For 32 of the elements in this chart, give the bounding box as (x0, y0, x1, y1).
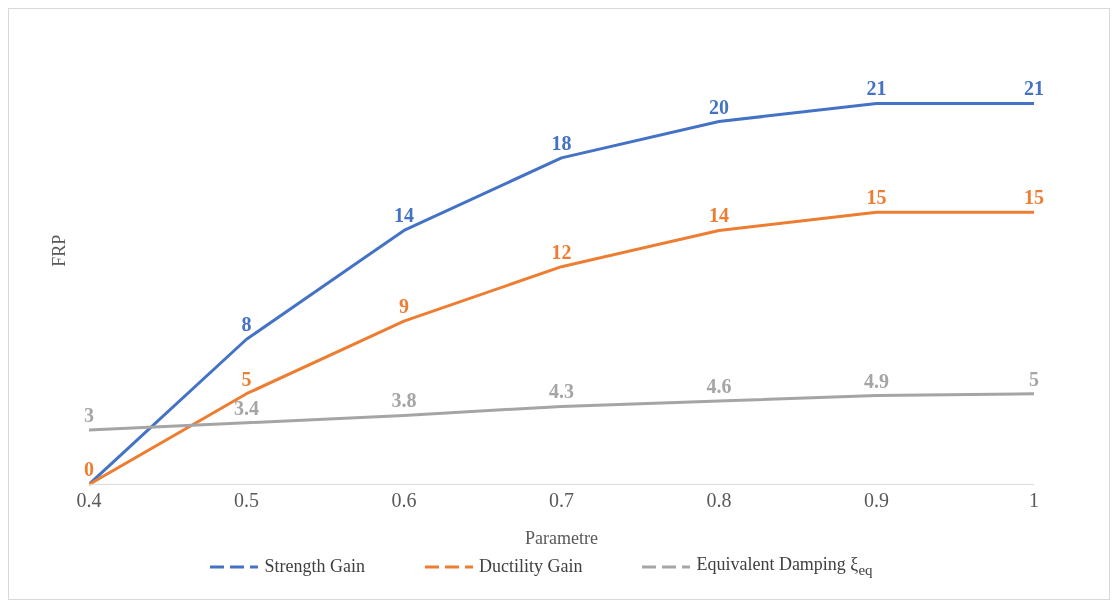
data-label: 5 (241, 367, 252, 390)
legend-label: Equivalent Damping ξ$_{eq}$ (696, 554, 873, 579)
data-label: 5 (1029, 367, 1039, 390)
data-label: 15 (1024, 186, 1044, 209)
x-tick-label: 0.6 (391, 488, 417, 511)
data-label: 21 (1024, 77, 1044, 100)
data-label: 21 (866, 77, 887, 100)
data-label: 15 (866, 186, 887, 209)
data-label: 4.6 (706, 374, 732, 397)
legend-label: Ductility Gain (478, 556, 583, 578)
data-label: 4.9 (864, 369, 889, 392)
data-label: 3.4 (234, 396, 259, 419)
legend-label: Strength Gain (264, 556, 365, 578)
data-label: 14 (394, 204, 414, 227)
y-axis-title: FRP (49, 234, 70, 267)
x-tick-label: 0.9 (864, 488, 889, 511)
data-label: 18 (551, 131, 572, 154)
x-axis-title: Parametre (525, 528, 598, 549)
x-tick-label: 0.7 (549, 488, 574, 511)
data-label: 20 (709, 95, 729, 118)
data-label: 0 (84, 458, 94, 481)
x-tick-label: 1 (1029, 488, 1039, 511)
data-label: 8 (241, 313, 252, 336)
data-label: 12 (551, 240, 572, 263)
x-tick-label: 0.4 (76, 488, 102, 511)
x-tick-label: 0.5 (234, 488, 259, 511)
data-label: 14 (709, 204, 729, 227)
data-label: 3.8 (391, 389, 417, 412)
x-tick-label: 0.8 (706, 488, 732, 511)
data-label: 9 (399, 295, 409, 318)
data-label: 4.3 (549, 380, 574, 403)
data-label: 3 (84, 403, 94, 426)
